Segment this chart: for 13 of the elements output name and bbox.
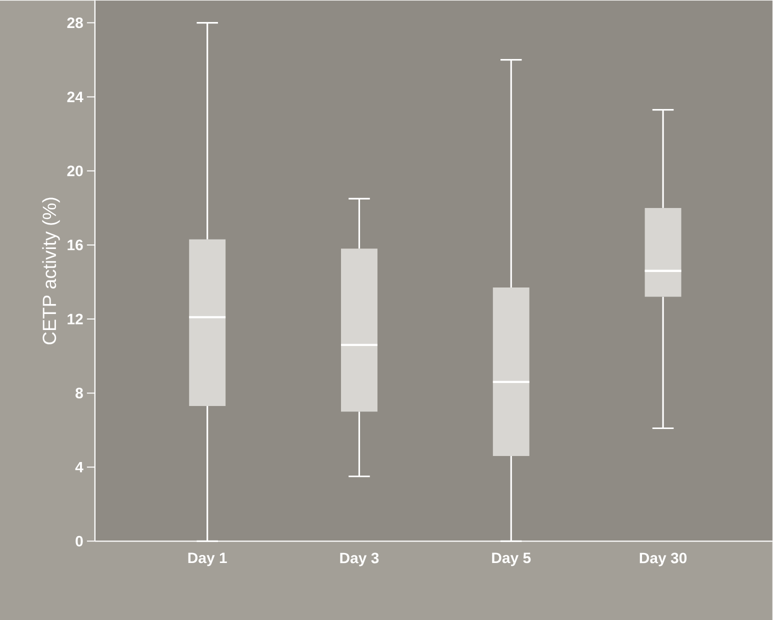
y-tick-label: 8 <box>76 388 83 398</box>
y-tick-label: 28 <box>67 17 83 28</box>
y-tick-label: 0 <box>76 536 83 546</box>
x-tick-label: Day 3 <box>340 552 379 566</box>
y-tick-label: 20 <box>67 166 83 176</box>
y-tick-label: 24 <box>67 92 84 102</box>
y-axis-title: CETP activity (%) <box>42 198 60 344</box>
y-tick-label: 12 <box>68 314 83 324</box>
x-tick-label: Day 5 <box>492 552 531 566</box>
y-tick-label: 4 <box>75 462 84 472</box>
x-tick-label: Day 1 <box>188 552 227 566</box>
y-tick-label: 16 <box>68 240 83 250</box>
x-tick-label: Day 30 <box>640 552 687 566</box>
